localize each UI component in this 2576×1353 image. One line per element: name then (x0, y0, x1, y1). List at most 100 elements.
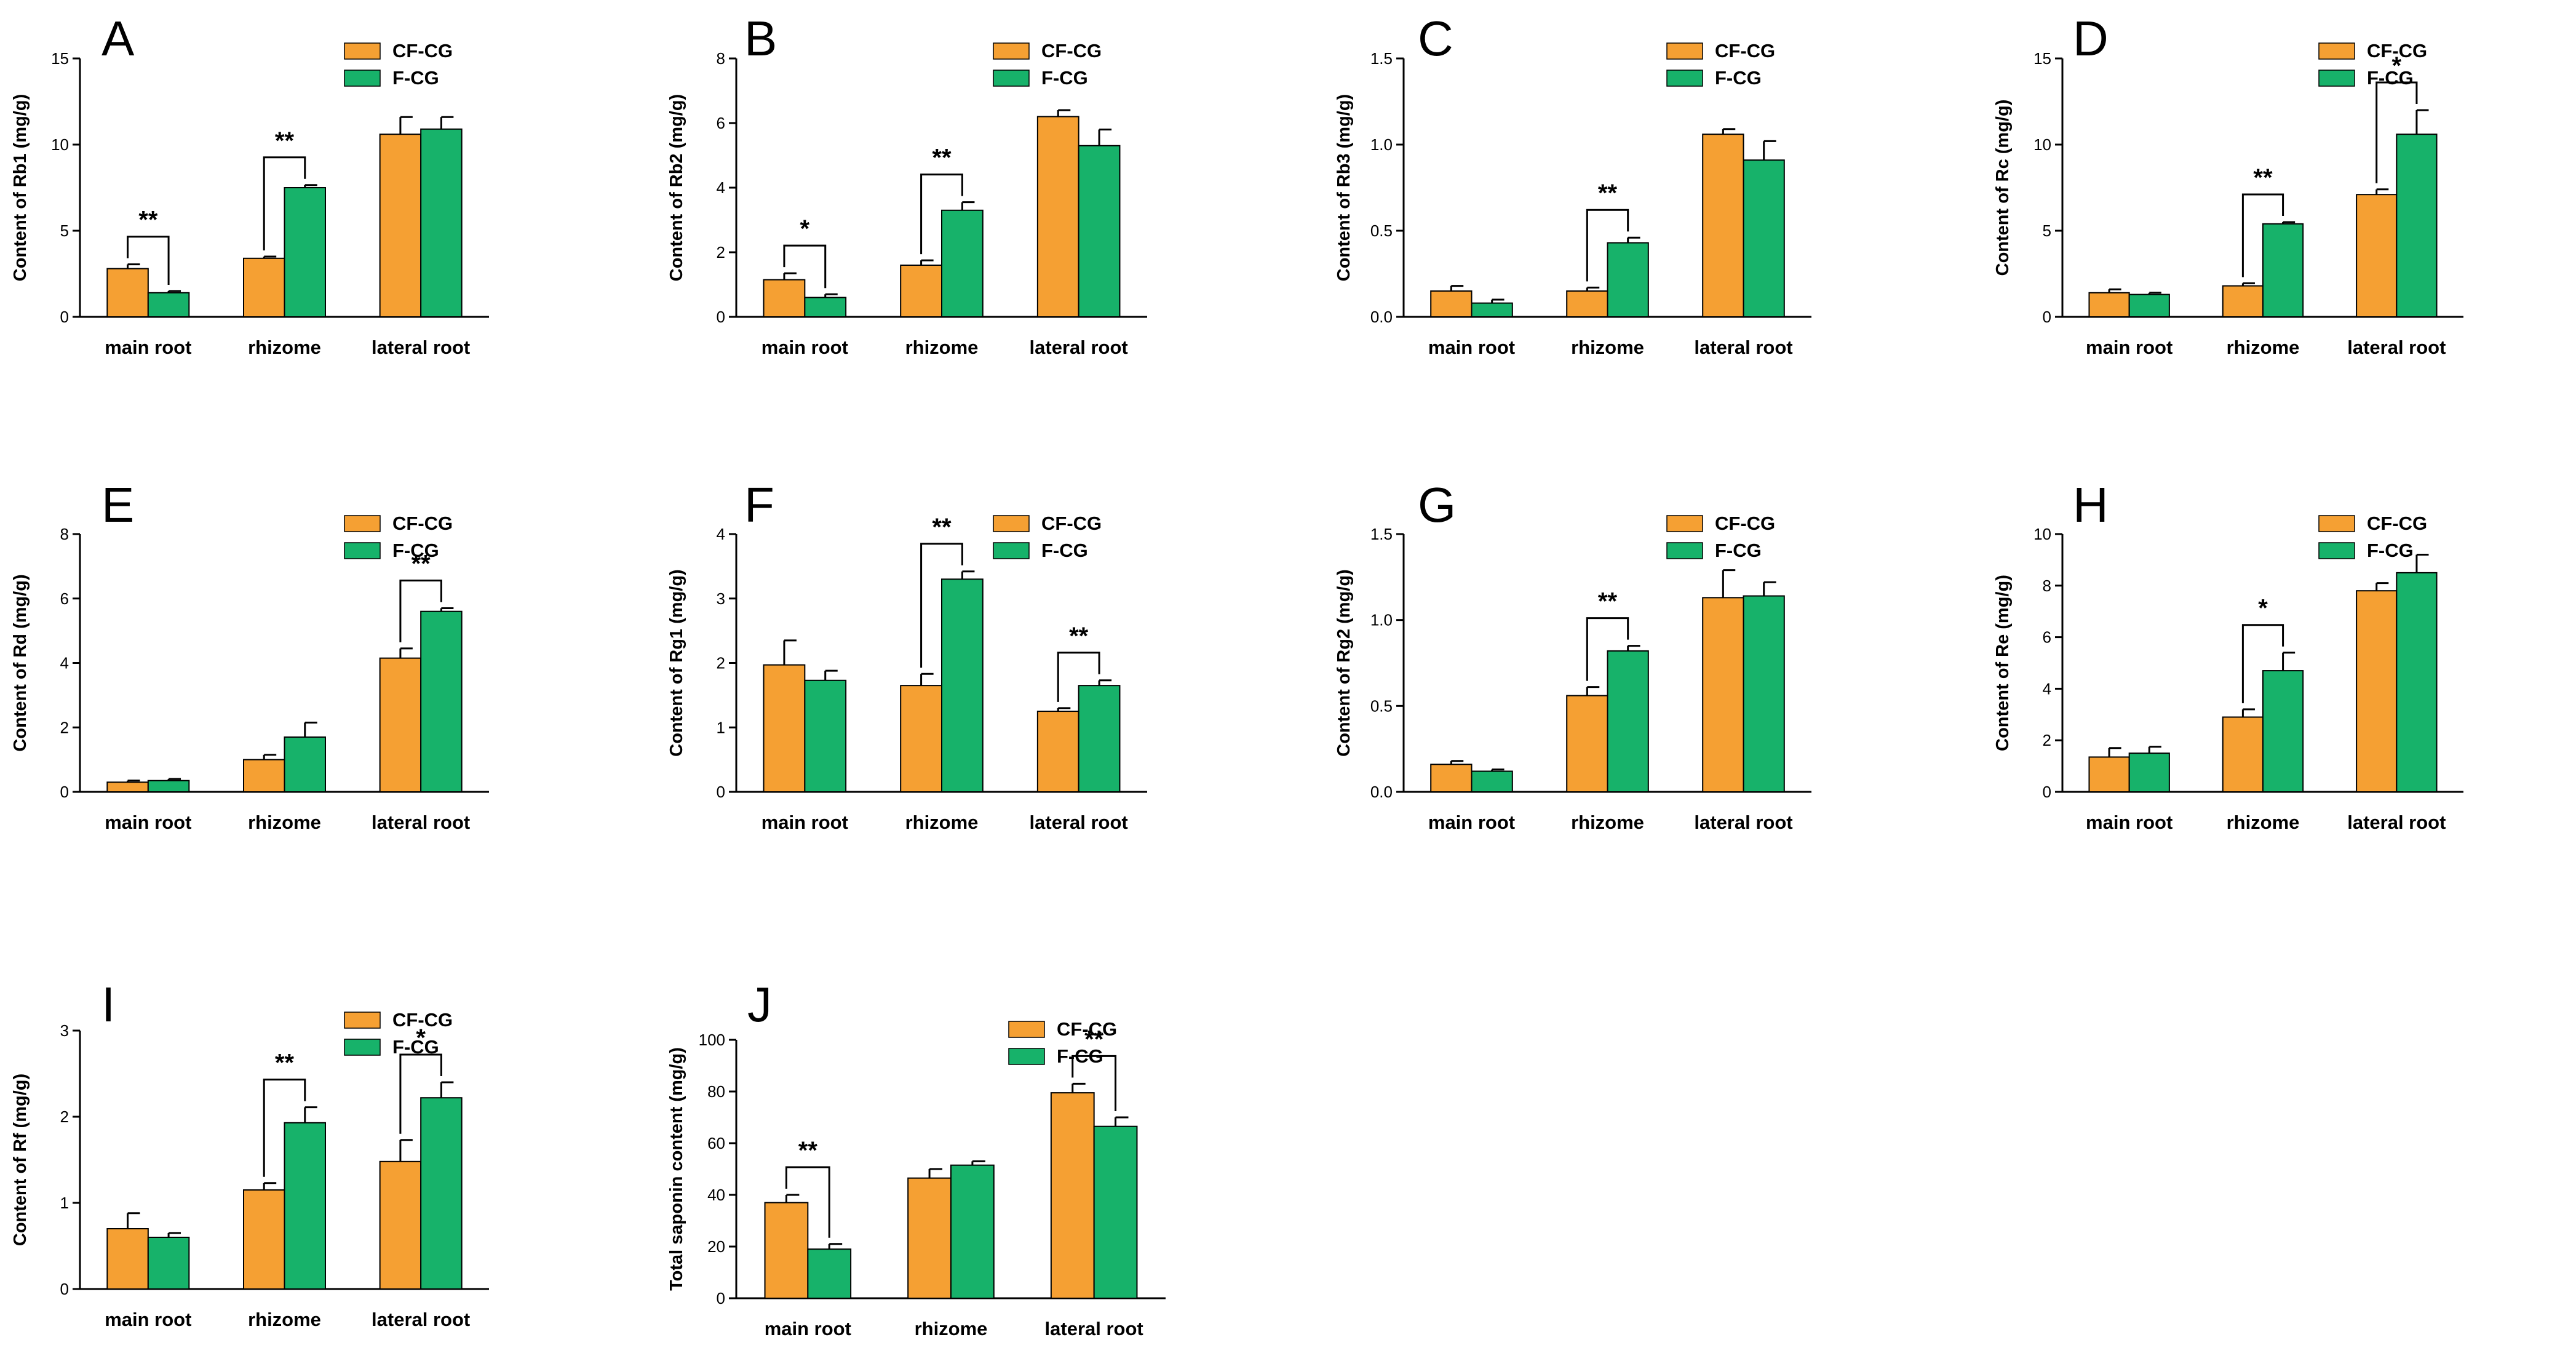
legend-label-cf-cg: CF-CG (2367, 513, 2427, 534)
panel-f: F Content of Rg1 (mg/g) 0 1 2 3 4 main root rhiz… (667, 477, 1147, 833)
x-tick-label: main root (1428, 812, 1515, 833)
significance-label: * (2392, 52, 2402, 79)
legend-swatch-f-cg (1666, 542, 1703, 559)
y-tick-label: 0 (717, 783, 725, 801)
legend-label-cf-cg: CF-CG (1041, 40, 1102, 62)
bar-f-cg (941, 209, 984, 317)
panel-letter: H (2073, 477, 2109, 532)
significance-label: ** (1598, 180, 1618, 207)
legend-label-f-cg: F-CG (392, 67, 439, 89)
bar-cf-cg (2088, 292, 2130, 317)
y-tick-label: 0 (60, 783, 69, 801)
significance-label: * (416, 1024, 426, 1052)
bar-cf-cg (764, 1202, 809, 1299)
y-tick-label: 10 (51, 135, 69, 154)
legend-swatch-cf-cg (2318, 42, 2355, 60)
bar-f-cg (284, 1122, 326, 1290)
significance-bracket (127, 236, 170, 285)
x-tick-label: rhizome (1571, 337, 1644, 358)
bar-f-cg (1607, 242, 1649, 318)
bar-f-cg (1471, 770, 1513, 792)
legend-label-f-cg: F-CG (392, 540, 439, 561)
y-tick-label: 3 (60, 1021, 69, 1040)
y-tick-label: 1.0 (1370, 611, 1393, 629)
bar-f-cg (1471, 302, 1513, 318)
legend-swatch-cf-cg (344, 515, 381, 532)
panel-letter: I (101, 977, 115, 1032)
legend-label-f-cg: F-CG (1057, 1045, 1103, 1067)
panel-j: J Total saponin content (mg/g) 0 20 40 60 80 10… (667, 977, 1166, 1339)
bar-cf-cg (243, 257, 285, 317)
legend-label-f-cg: F-CG (392, 1036, 439, 1058)
x-tick-label: rhizome (2227, 337, 2300, 358)
legend-label-f-cg: F-CG (1715, 67, 1762, 89)
y-tick-label: 1.0 (1370, 135, 1393, 154)
y-tick-label: 4 (717, 178, 725, 197)
y-axis-label: Content of Rb3 (mg/g) (1334, 94, 1354, 281)
bar-f-cg (1078, 685, 1121, 792)
x-tick-label: rhizome (2227, 812, 2300, 833)
significance-label: ** (1084, 1026, 1104, 1053)
bar-f-cg (804, 679, 847, 792)
bar-f-cg (420, 128, 463, 318)
legend-swatch-cf-cg (1666, 515, 1703, 532)
significance-label: * (2258, 595, 2268, 622)
legend-label-f-cg: F-CG (1041, 540, 1088, 561)
bar-cf-cg (1702, 134, 1744, 317)
y-axis-label: Content of Rg2 (mg/g) (1334, 569, 1354, 756)
legend-swatch-f-cg (1008, 1048, 1045, 1065)
y-tick-label: 1.5 (1370, 525, 1393, 543)
y-tick-label: 0.0 (1370, 783, 1393, 801)
significance-label: ** (1069, 623, 1089, 650)
x-tick-label: rhizome (248, 337, 321, 358)
significance-label: ** (932, 514, 952, 541)
y-tick-label: 0 (717, 1289, 725, 1307)
x-tick-label: lateral root (2347, 812, 2446, 833)
legend-swatch-f-cg (1666, 70, 1703, 87)
significance-bracket (399, 579, 442, 642)
y-axis-label: Total saponin content (mg/g) (667, 1047, 686, 1291)
bar-f-cg (804, 297, 847, 317)
y-tick-label: 0 (60, 308, 69, 326)
significance-label: ** (275, 127, 295, 154)
legend-swatch-cf-cg (344, 1012, 381, 1029)
x-tick-label: lateral root (372, 1309, 470, 1330)
panel-e: E Content of Rd (mg/g) 0 2 4 6 8 main root rhizo… (10, 477, 489, 833)
y-tick-label: 15 (2033, 49, 2051, 68)
bar-f-cg (1743, 595, 1785, 792)
x-tick-label: lateral root (2347, 337, 2446, 358)
panel-c: C Content of Rb3 (mg/g) 0.0 0.5 1.0 1.5 main r… (1334, 11, 1811, 358)
x-tick-label: lateral root (1030, 812, 1128, 833)
y-tick-label: 40 (707, 1186, 725, 1204)
bar-cf-cg (2222, 285, 2264, 318)
bar-cf-cg (1430, 764, 1473, 792)
y-axis-label: Content of Rc (mg/g) (1993, 100, 2013, 276)
bar-cf-cg (900, 685, 942, 792)
y-tick-label: 0 (2043, 308, 2051, 326)
bar-f-cg (1607, 650, 1649, 792)
bar-f-cg (2262, 670, 2304, 792)
y-tick-label: 5 (2043, 222, 2051, 240)
bar-cf-cg (2222, 716, 2264, 792)
panel-letter: D (2073, 11, 2109, 66)
y-tick-label: 1 (717, 718, 725, 736)
legend-label-cf-cg: CF-CG (392, 1009, 453, 1031)
bar-f-cg (2396, 572, 2438, 792)
y-tick-label: 0.5 (1370, 222, 1393, 240)
y-tick-label: 1.5 (1370, 49, 1393, 68)
significance-label: ** (138, 207, 158, 234)
bar-cf-cg (379, 1160, 422, 1290)
significance-label: ** (1598, 588, 1618, 615)
legend-swatch-f-cg (993, 542, 1030, 559)
bar-cf-cg (1566, 290, 1608, 317)
legend-swatch-f-cg (2318, 542, 2355, 559)
panel-g: G Content of Rg2 (mg/g) 0.0 0.5 1.0 1.5 main r… (1334, 477, 1811, 833)
x-tick-label: lateral root (1030, 337, 1128, 358)
significance-bracket (785, 1166, 830, 1238)
bar-cf-cg (1050, 1092, 1095, 1299)
y-axis-label: Content of Rb2 (mg/g) (667, 94, 686, 281)
bar-f-cg (1093, 1125, 1138, 1299)
panel-letter: C (1418, 11, 1453, 66)
legend-swatch-f-cg (344, 70, 381, 87)
